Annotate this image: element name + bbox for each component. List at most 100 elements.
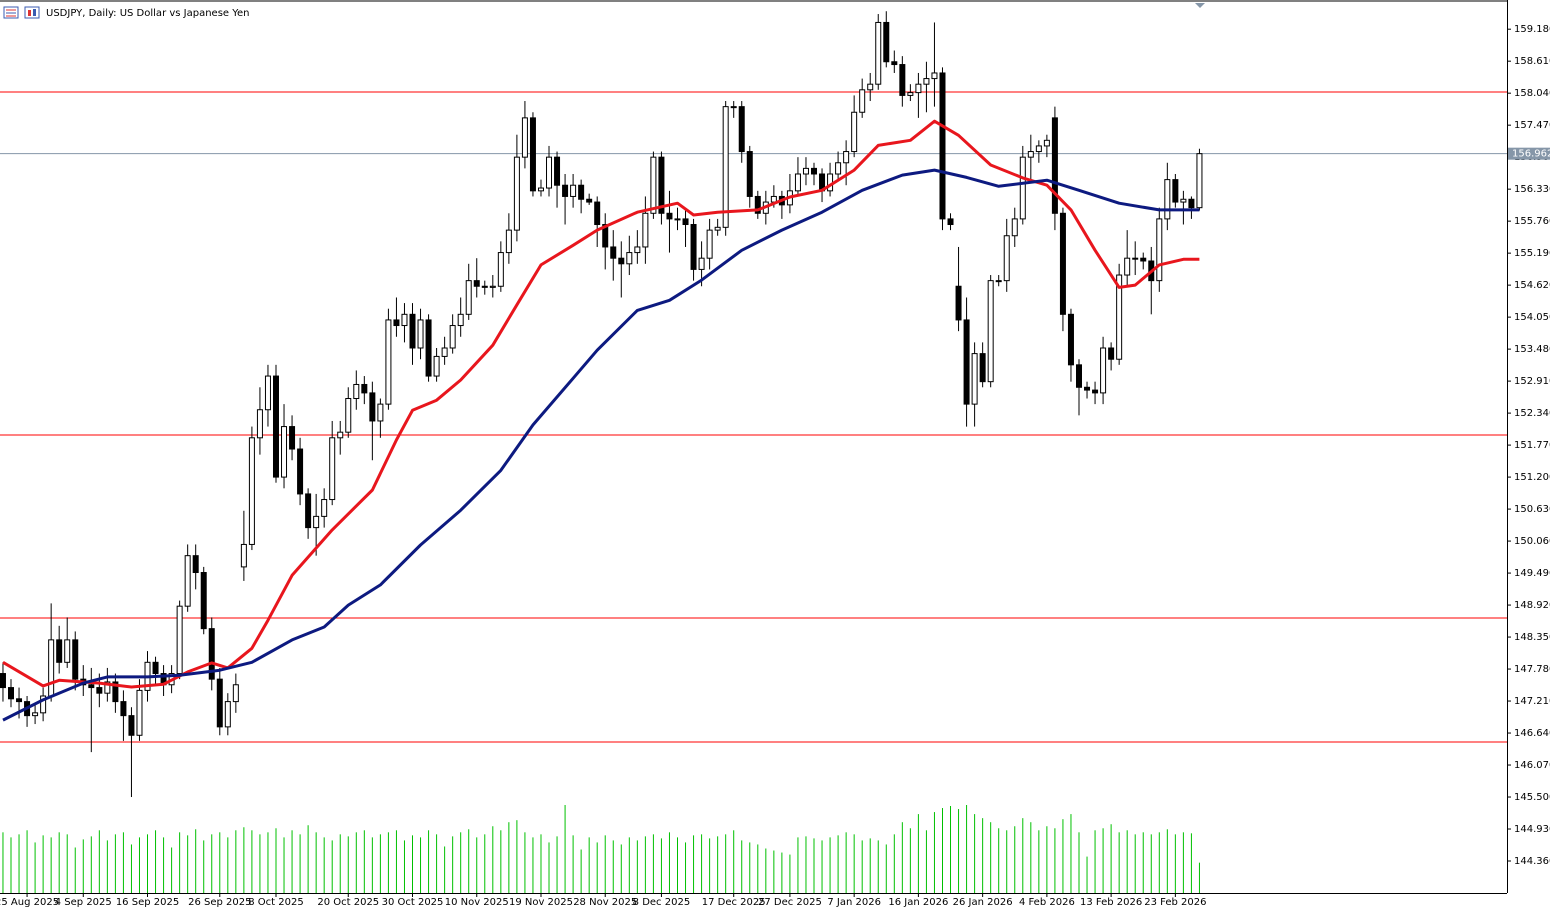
y-tick-label: 147.780 xyxy=(1514,664,1550,675)
candle-body xyxy=(264,375,271,411)
x-tick-label: 8 Oct 2025 xyxy=(248,897,303,907)
candle-body xyxy=(987,280,994,383)
candle-body xyxy=(1027,151,1034,158)
candle-body xyxy=(481,285,488,288)
candle-body xyxy=(1051,117,1058,214)
y-tick-label: 157.470 xyxy=(1514,120,1550,131)
candle-body xyxy=(497,252,504,287)
candle-body xyxy=(1132,257,1139,260)
candle-body xyxy=(521,117,528,158)
plot-area xyxy=(0,11,1507,893)
candle-body xyxy=(32,712,39,717)
candle-body xyxy=(1140,257,1147,262)
icon-bar xyxy=(28,10,31,16)
y-tick-label: 150.060 xyxy=(1514,536,1550,547)
candle-body xyxy=(915,83,922,94)
y-tick-label: 148.350 xyxy=(1514,632,1550,643)
candle-body xyxy=(385,319,392,405)
y-tick-label: 154.050 xyxy=(1514,312,1550,323)
candle-body xyxy=(570,184,577,197)
y-tick-label: 155.190 xyxy=(1514,248,1550,259)
candle-body xyxy=(963,319,970,405)
candle-body xyxy=(200,572,207,630)
current-price-tag xyxy=(1508,147,1550,160)
candle-body xyxy=(1108,347,1115,360)
candle-body xyxy=(714,226,721,231)
candle-body xyxy=(690,224,697,270)
candle-body xyxy=(473,280,480,287)
candle-body xyxy=(449,325,456,349)
y-tick-label: 153.480 xyxy=(1514,344,1550,355)
x-tick-label: 16 Sep 2025 xyxy=(116,897,179,907)
candle-body xyxy=(88,684,95,689)
candle-body xyxy=(811,167,818,175)
y-tick-label: 156.330 xyxy=(1514,184,1550,195)
candle-body xyxy=(642,212,649,248)
candle-body xyxy=(1156,218,1163,282)
x-tick-label: 4 Feb 2026 xyxy=(1019,897,1075,907)
y-tick-label: 144.930 xyxy=(1514,824,1550,835)
candle-body xyxy=(907,92,914,96)
candle-body xyxy=(562,184,569,197)
y-tick-label: 149.490 xyxy=(1514,568,1550,579)
candle-body xyxy=(465,280,472,315)
candle-body xyxy=(152,661,159,675)
candle-body xyxy=(947,218,954,226)
candle-body xyxy=(337,431,344,439)
icon-bar xyxy=(33,9,36,16)
candle-body xyxy=(1172,179,1179,203)
candle-body xyxy=(634,246,641,254)
moving-average xyxy=(2,168,1200,722)
candle-body xyxy=(104,681,111,694)
candle-body xyxy=(875,21,882,85)
y-tick-label: 154.620 xyxy=(1514,280,1550,291)
y-tick-label: 146.070 xyxy=(1514,760,1550,771)
candle-body xyxy=(417,319,424,349)
candle-body xyxy=(529,117,536,192)
candle-body xyxy=(794,173,801,192)
x-tick-label: 8 Dec 2025 xyxy=(633,897,691,907)
candle-body xyxy=(112,681,119,703)
x-tick-label: 26 Sep 2025 xyxy=(188,897,251,907)
candle-body xyxy=(1180,198,1187,203)
icon-chart xyxy=(24,6,40,19)
x-tick-label: 26 Jan 2026 xyxy=(953,897,1013,907)
candle-body xyxy=(1188,198,1195,209)
y-tick-label: 158.040 xyxy=(1514,88,1550,99)
x-tick-label: 7 Jan 2026 xyxy=(827,897,881,907)
candle-body xyxy=(240,543,247,568)
candle-body xyxy=(891,61,898,66)
candle-body xyxy=(369,392,376,422)
y-tick-label: 150.630 xyxy=(1514,504,1550,515)
x-tick-label: 19 Nov 2025 xyxy=(509,897,573,907)
candle-body xyxy=(8,687,15,700)
candle-body xyxy=(272,375,279,478)
candle-body xyxy=(289,426,296,450)
x-tick-label: 17 Dec 2025 xyxy=(702,897,766,907)
candle-body xyxy=(1043,139,1050,147)
y-tick-label: 155.760 xyxy=(1514,216,1550,227)
candle-body xyxy=(345,398,352,433)
candle-body xyxy=(666,212,673,220)
candle-body xyxy=(1196,153,1203,209)
candle-body xyxy=(457,313,464,327)
x-tick-label: 23 Feb 2026 xyxy=(1144,897,1206,907)
candle-body xyxy=(297,448,304,495)
candle-body xyxy=(955,285,962,321)
candle-body xyxy=(658,156,665,214)
candle-body xyxy=(281,426,288,478)
x-tick-label: 13 Feb 2026 xyxy=(1080,897,1142,907)
candle-body xyxy=(979,353,986,383)
candle-body xyxy=(505,229,512,254)
candle-body xyxy=(1164,179,1171,220)
x-tick-label: 16 Jan 2026 xyxy=(888,897,948,907)
candle-body xyxy=(401,313,408,327)
candle-body xyxy=(594,201,601,226)
candle-body xyxy=(1084,386,1091,391)
candle-body xyxy=(554,156,561,186)
x-tick-label: 25 Aug 2025 xyxy=(0,897,59,907)
x-tick-label: 28 Nov 2025 xyxy=(573,897,637,907)
candle-body xyxy=(120,701,127,717)
